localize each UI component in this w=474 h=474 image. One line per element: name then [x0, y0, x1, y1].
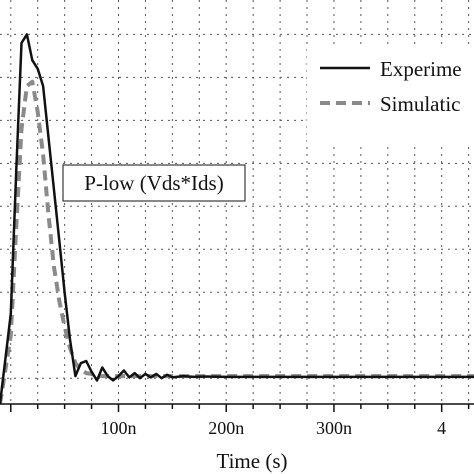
- annotation-label: P-low (Vds*Ids): [84, 171, 223, 195]
- x-tick-label: 4: [437, 418, 446, 438]
- x-tick-label: 300n: [316, 418, 352, 438]
- series-line-experiment: [0, 33, 474, 405]
- legend-label-experiment: Experime: [380, 57, 462, 81]
- legend-label-simulation: Simulatic: [380, 92, 461, 116]
- x-ticks: 100n 200n 300n 4: [10, 404, 470, 438]
- annotation-box: P-low (Vds*Ids): [62, 164, 246, 202]
- x-tick-label: 200n: [208, 418, 244, 438]
- legend: Experime Simulatic: [307, 44, 474, 142]
- x-axis-title: Time (s): [217, 449, 288, 473]
- legend-box: [307, 44, 474, 142]
- annotation-frame: [62, 164, 246, 202]
- series-layer: [0, 33, 474, 405]
- x-tick-label: 100n: [101, 418, 137, 438]
